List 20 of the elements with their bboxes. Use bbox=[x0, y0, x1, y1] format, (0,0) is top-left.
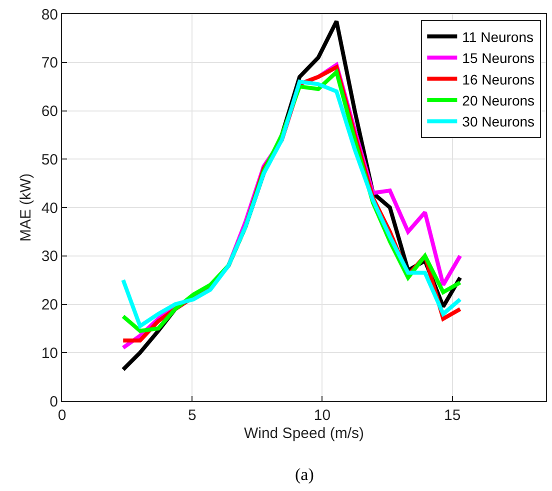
legend-label: 11 Neurons bbox=[462, 28, 534, 45]
y-tick-label: 50 bbox=[41, 151, 58, 168]
x-tick-label: 5 bbox=[188, 407, 196, 424]
x-tick-label: 15 bbox=[444, 407, 461, 424]
legend-label: 16 Neurons bbox=[462, 71, 535, 88]
x-tick-label: 10 bbox=[314, 407, 331, 424]
legend-label: 15 Neurons bbox=[462, 50, 535, 66]
legend-label: 30 Neurons bbox=[462, 114, 535, 130]
y-axis-title: MAE (kW) bbox=[18, 173, 35, 242]
y-tick-label: 20 bbox=[41, 296, 58, 314]
y-tick-label: 70 bbox=[41, 54, 58, 72]
y-tick-label: 40 bbox=[41, 200, 58, 217]
legend-label: 20 Neurons bbox=[462, 92, 535, 108]
y-tick-label: 0 bbox=[50, 393, 58, 410]
y-tick-label: 10 bbox=[41, 344, 58, 362]
y-tick-label: 30 bbox=[41, 248, 58, 266]
y-tick-label: 60 bbox=[41, 103, 58, 120]
x-axis-title: Wind Speed (m/s) bbox=[244, 425, 364, 442]
text: (a) bbox=[295, 465, 314, 484]
y-tick-label: 80 bbox=[41, 6, 58, 24]
